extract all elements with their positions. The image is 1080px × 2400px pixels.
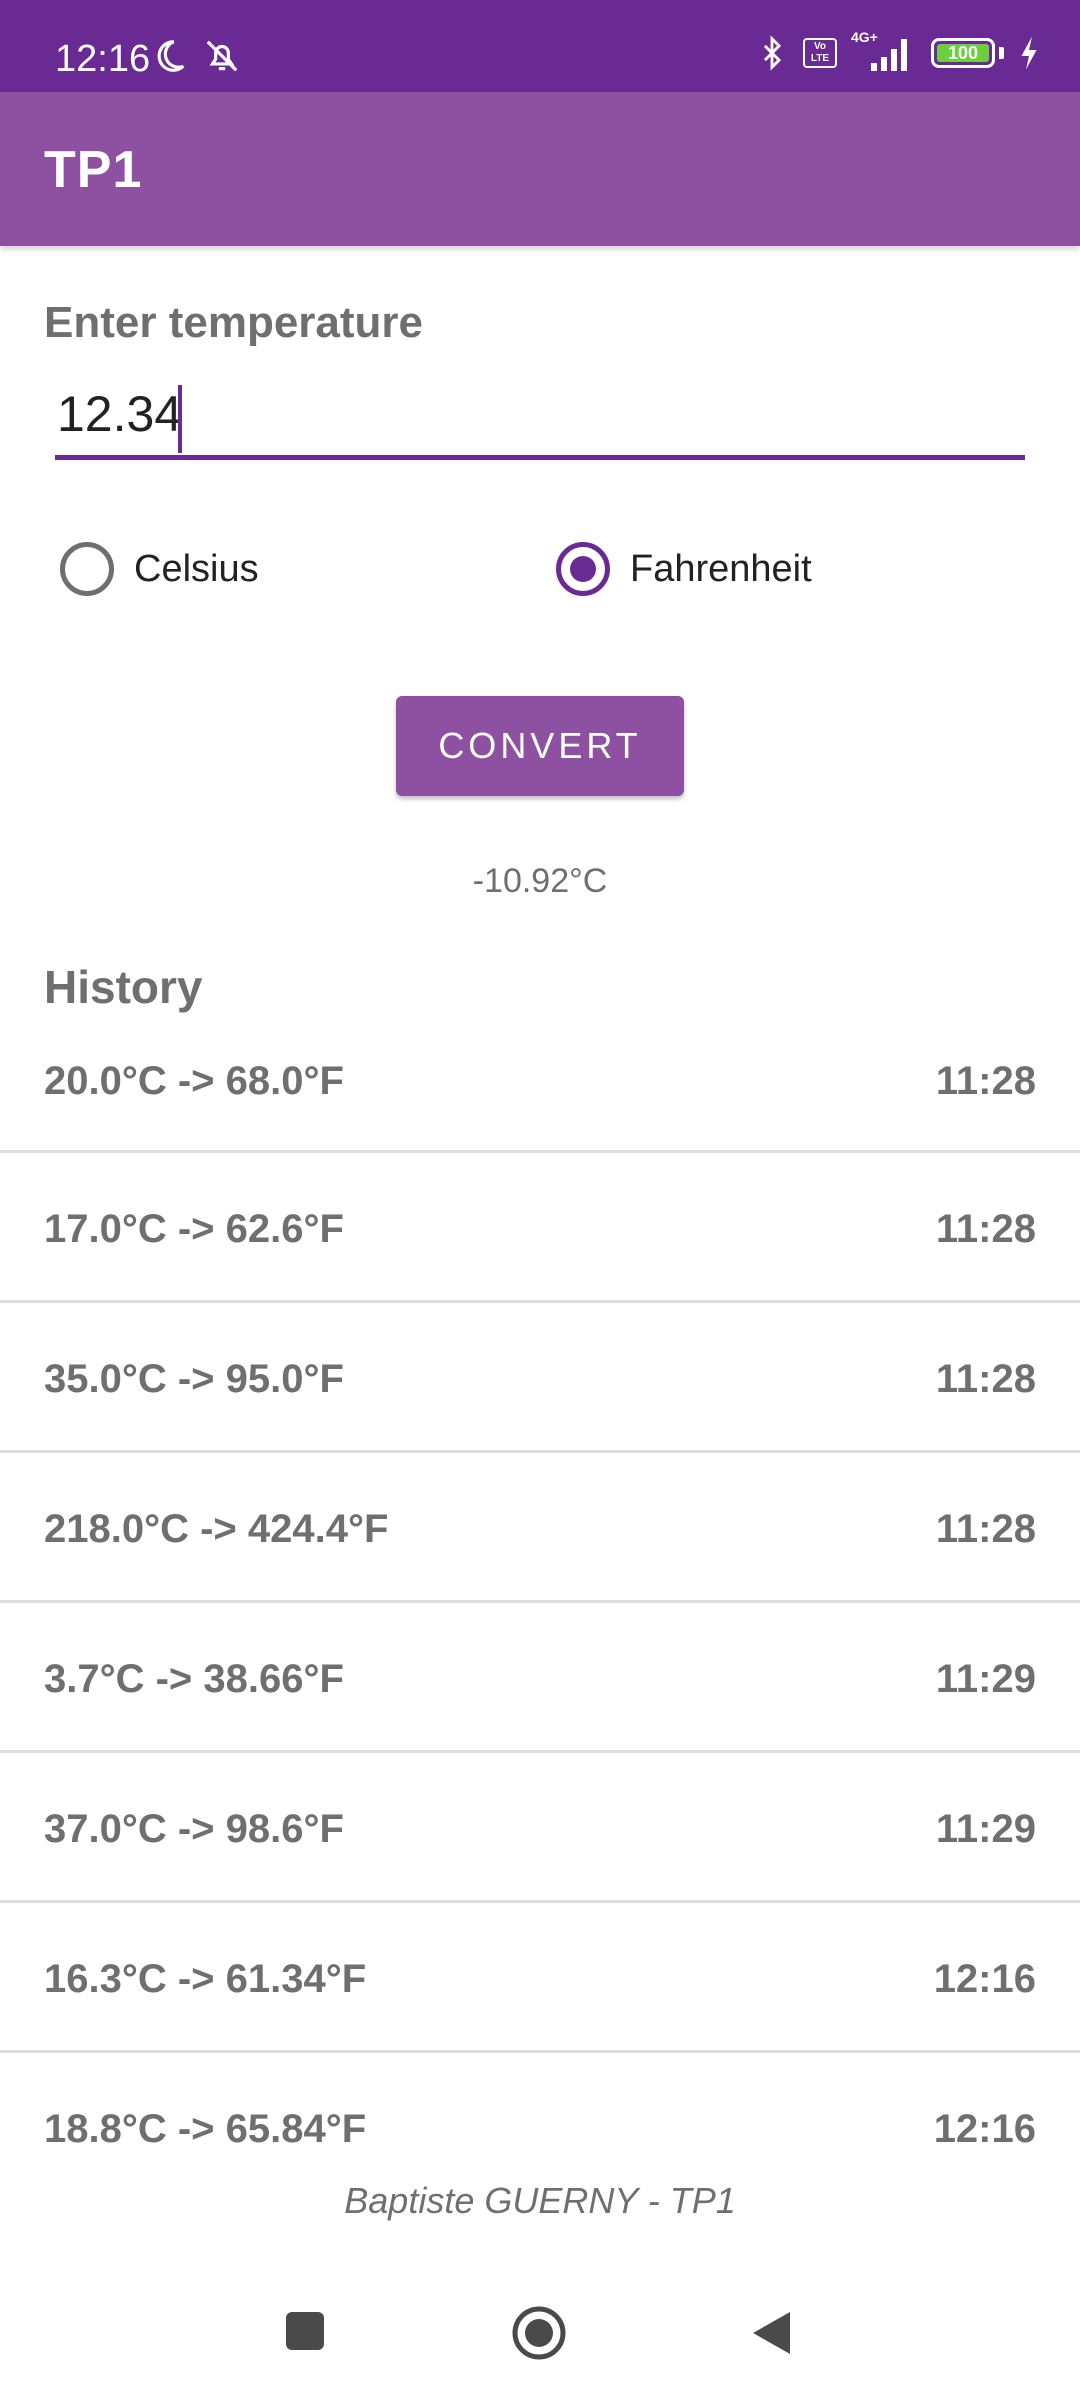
- battery-fill: [937, 44, 989, 62]
- status-right-icons: Vo LTE 4G+ 100: [755, 29, 1040, 73]
- battery-tip: [999, 47, 1004, 59]
- history-conversion: 18.8°C -> 65.84°F: [44, 2107, 367, 2151]
- history-conversion: 20.0°C -> 68.0°F: [44, 1059, 344, 1103]
- history-row[interactable]: 20.0°C -> 68.0°F 11:28: [0, 1005, 1080, 1153]
- history-time: 11:29: [935, 1657, 1036, 1701]
- volte-top-text: Vo: [813, 41, 827, 52]
- app-bar: TP1: [0, 92, 1080, 246]
- radio-fahrenheit-label: Fahrenheit: [630, 547, 812, 590]
- volte-icon: Vo LTE: [803, 38, 837, 68]
- notifications-off-icon: [202, 37, 242, 75]
- history-list: 20.0°C -> 68.0°F 11:28 17.0°C -> 62.6°F …: [0, 1005, 1080, 2203]
- radio-celsius-label: Celsius: [134, 547, 259, 590]
- history-row[interactable]: 35.0°C -> 95.0°F 11:28: [0, 1303, 1080, 1453]
- text-cursor: [178, 385, 182, 453]
- moon-icon: [150, 37, 188, 75]
- history-time: 12:16: [933, 2107, 1036, 2151]
- volte-bottom-text: LTE: [810, 53, 830, 64]
- temperature-input-label: Enter temperature: [44, 298, 424, 347]
- history-row[interactable]: 37.0°C -> 98.6°F 11:29: [0, 1753, 1080, 1903]
- battery-level: 100: [947, 42, 979, 63]
- status-time: 12:16: [55, 38, 151, 80]
- history-conversion: 218.0°C -> 424.4°F: [44, 1507, 389, 1551]
- navigation-bar: [0, 2262, 1080, 2400]
- history-conversion: 37.0°C -> 98.6°F: [44, 1807, 344, 1851]
- battery-icon: 100: [931, 38, 995, 68]
- history-row[interactable]: 218.0°C -> 424.4°F 11:28: [0, 1453, 1080, 1603]
- back-icon[interactable]: [750, 2310, 792, 2356]
- history-row[interactable]: 17.0°C -> 62.6°F 11:28: [0, 1153, 1080, 1303]
- history-time: 11:28: [935, 1059, 1036, 1103]
- conversion-result: -10.92°C: [472, 862, 608, 900]
- bluetooth-icon: [755, 33, 789, 73]
- history-time: 12:16: [933, 1957, 1036, 2001]
- radio-celsius[interactable]: Celsius: [60, 542, 259, 596]
- network-type: 4G+: [851, 29, 878, 45]
- convert-button[interactable]: CONVERT: [396, 696, 684, 796]
- status-bar: 12:16 Vo LTE 4G+: [0, 0, 1080, 92]
- history-conversion: 35.0°C -> 95.0°F: [44, 1357, 344, 1401]
- history-time: 11:28: [935, 1507, 1036, 1551]
- history-row[interactable]: 3.7°C -> 38.66°F 11:29: [0, 1603, 1080, 1753]
- history-conversion: 17.0°C -> 62.6°F: [44, 1207, 344, 1251]
- history-time: 11:28: [935, 1357, 1036, 1401]
- radio-celsius-indicator[interactable]: [60, 542, 114, 596]
- home-icon[interactable]: [510, 2304, 568, 2362]
- status-left-icons: [150, 37, 242, 75]
- radio-fahrenheit[interactable]: Fahrenheit: [556, 542, 812, 596]
- footer-credit: Baptiste GUERNY - TP1: [344, 2180, 736, 2221]
- history-row[interactable]: 16.3°C -> 61.34°F 12:16: [0, 1903, 1080, 2053]
- radio-fahrenheit-indicator[interactable]: [556, 542, 610, 596]
- history-conversion: 16.3°C -> 61.34°F: [44, 1957, 367, 2001]
- history-title: History: [44, 961, 203, 1013]
- history-conversion: 3.7°C -> 38.66°F: [44, 1657, 344, 1701]
- history-row[interactable]: 18.8°C -> 65.84°F 12:16: [0, 2053, 1080, 2203]
- charging-icon: [1018, 35, 1040, 71]
- app-title: TP1: [44, 141, 143, 199]
- temperature-input[interactable]: [55, 380, 1025, 460]
- history-time: 11:28: [935, 1207, 1036, 1251]
- recents-icon[interactable]: [284, 2310, 326, 2352]
- history-time: 11:29: [935, 1807, 1036, 1851]
- signal-icon: 4G+: [851, 29, 917, 73]
